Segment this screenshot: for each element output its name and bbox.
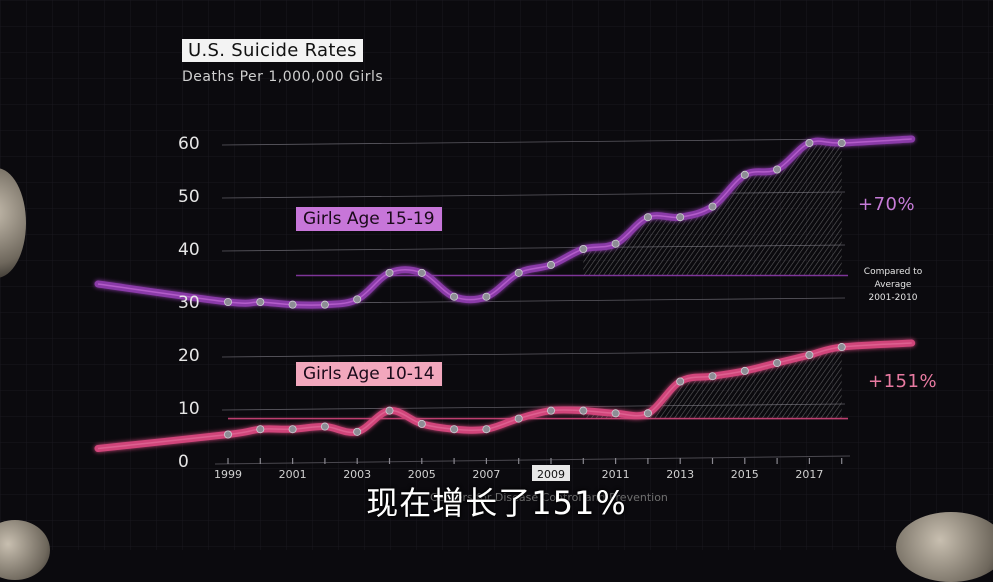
y-tick-label: 50 bbox=[178, 187, 200, 207]
y-tick-label: 30 bbox=[178, 293, 200, 313]
suicide-rate-chart: 0 10 20 30 40 50 60 1999 2001 2003 2005 2007 2009 20… bbox=[0, 0, 993, 550]
data-point bbox=[643, 409, 652, 418]
video-subtitle: 现在增长了151% bbox=[366, 484, 627, 522]
data-point bbox=[676, 213, 685, 222]
change-label-15-19: +70% bbox=[858, 194, 916, 215]
data-point bbox=[579, 244, 588, 253]
y-tick-labels: 0 10 20 30 40 50 60 bbox=[178, 134, 200, 472]
data-point bbox=[676, 377, 685, 386]
data-point bbox=[643, 213, 652, 222]
data-point bbox=[837, 343, 846, 352]
data-point bbox=[320, 300, 329, 309]
data-point bbox=[611, 239, 620, 248]
data-point bbox=[288, 425, 297, 434]
y-tick-label: 60 bbox=[178, 134, 200, 154]
x-tick-label: 2013 bbox=[666, 468, 694, 481]
data-point bbox=[482, 425, 491, 434]
compare-line-3: 2001-2010 bbox=[868, 293, 918, 303]
data-point bbox=[417, 419, 426, 428]
data-point bbox=[353, 295, 362, 304]
x-tick-label: 2005 bbox=[408, 468, 436, 481]
data-point bbox=[805, 138, 814, 147]
data-point bbox=[708, 202, 717, 211]
data-point bbox=[547, 406, 556, 415]
data-point bbox=[288, 300, 297, 309]
x-tick-label: 2011 bbox=[602, 468, 630, 481]
data-point bbox=[805, 350, 814, 359]
x-tick-labels: 1999 2001 2003 2005 2007 2009 2011 2013 2015 2017 bbox=[214, 465, 823, 481]
x-tick-label: 2003 bbox=[343, 468, 371, 481]
data-point bbox=[579, 406, 588, 415]
y-tick-label: 0 bbox=[178, 452, 189, 472]
series-label-10-14: Girls Age 10-14 bbox=[296, 362, 442, 386]
data-point bbox=[547, 260, 556, 269]
change-label-10-14: +151% bbox=[868, 371, 938, 392]
data-point bbox=[450, 292, 459, 301]
chart-title: U.S. Suicide Rates bbox=[182, 39, 363, 62]
data-points bbox=[223, 138, 846, 439]
x-tick-label: 1999 bbox=[214, 468, 242, 481]
y-tick-label: 40 bbox=[178, 240, 200, 260]
x-tick-label: 2001 bbox=[279, 468, 307, 481]
gridline-20 bbox=[221, 350, 846, 358]
data-point bbox=[223, 430, 232, 439]
data-point bbox=[773, 165, 782, 174]
source-credit: Centers for Disease Control and Preventi… bbox=[430, 491, 668, 504]
y-tick-label: 20 bbox=[178, 346, 200, 366]
gridline-60 bbox=[221, 138, 846, 146]
data-point bbox=[450, 425, 459, 434]
data-point bbox=[514, 414, 523, 423]
x-tick-label: 2015 bbox=[731, 468, 759, 481]
y-tick-label: 10 bbox=[178, 399, 200, 419]
compare-note: Compared to Average 2001-2010 bbox=[848, 266, 938, 305]
data-point bbox=[223, 297, 232, 306]
data-point bbox=[256, 297, 265, 306]
x-tick-label: 2007 bbox=[472, 468, 500, 481]
compare-line-2: Average bbox=[874, 280, 912, 290]
data-point bbox=[837, 138, 846, 147]
data-point bbox=[256, 425, 265, 434]
data-point bbox=[740, 366, 749, 375]
data-point bbox=[417, 268, 426, 277]
x-axis-line bbox=[214, 455, 851, 465]
data-point bbox=[708, 372, 717, 381]
x-tick-highlight bbox=[532, 465, 570, 481]
data-point bbox=[385, 406, 394, 415]
data-point bbox=[514, 268, 523, 277]
data-point bbox=[385, 268, 394, 277]
chart-subtitle: Deaths Per 1,000,000 Girls bbox=[182, 69, 384, 85]
x-tick-label: 2017 bbox=[795, 468, 823, 481]
data-point bbox=[320, 422, 329, 431]
compare-line-1: Compared to bbox=[863, 267, 923, 277]
data-point bbox=[353, 427, 362, 436]
data-point bbox=[611, 409, 620, 418]
data-point bbox=[482, 292, 491, 301]
x-tick-label: 2009 bbox=[537, 468, 565, 481]
data-point bbox=[740, 170, 749, 179]
data-point bbox=[773, 358, 782, 367]
series-label-15-19: Girls Age 15-19 bbox=[296, 207, 442, 231]
